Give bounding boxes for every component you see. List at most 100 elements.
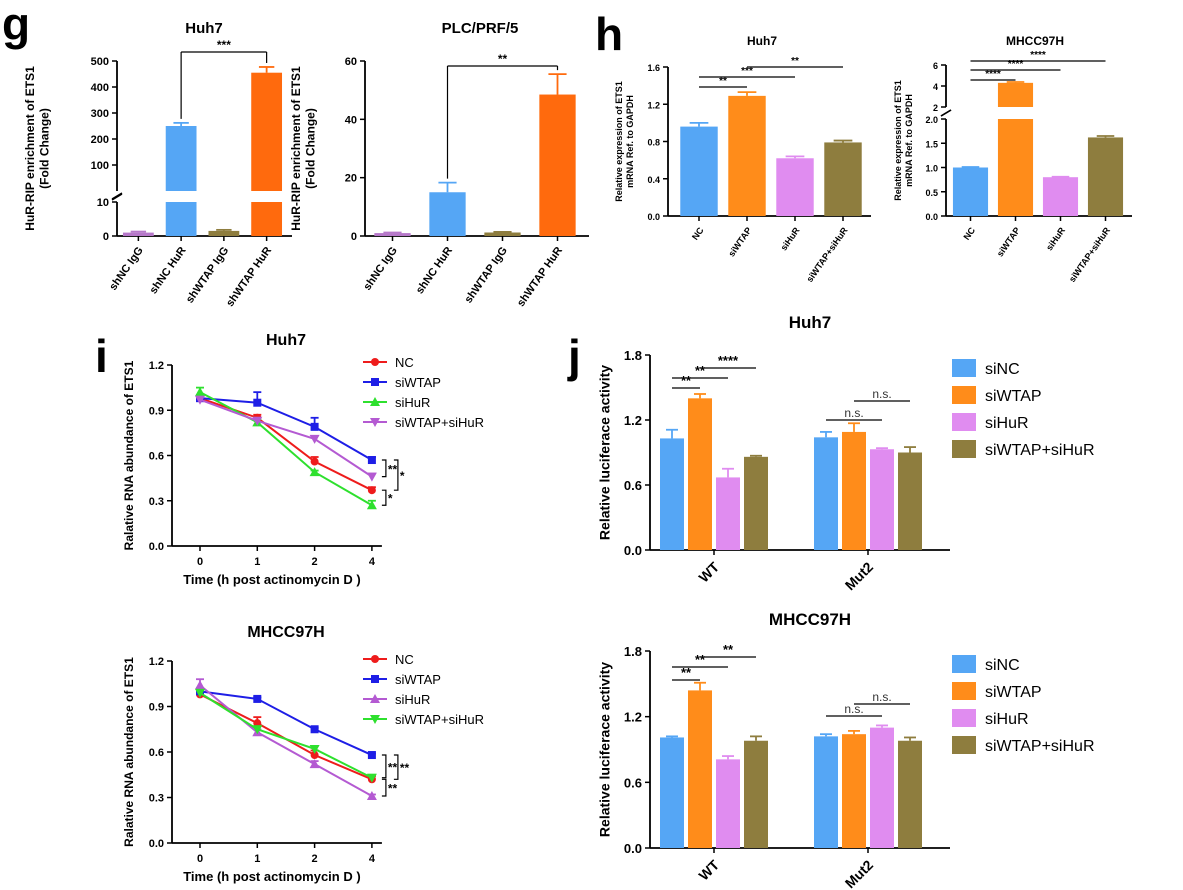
y-tick-label: 1.5 <box>925 139 938 149</box>
y-axis-label: Ralative RNA abundance of ETS1 <box>122 360 136 550</box>
legend-label: NC <box>395 355 414 370</box>
y-tick-label: 1.2 <box>624 710 642 725</box>
bar <box>898 740 922 848</box>
x-category-label: siWTAP <box>726 225 753 258</box>
chart-title: MHCC97H <box>1006 34 1064 48</box>
data-point <box>252 725 263 735</box>
bar <box>1042 177 1079 216</box>
y-tick-label: 1.8 <box>624 348 642 363</box>
bar <box>251 202 283 236</box>
chart-title: MHCC97H <box>769 610 851 629</box>
legend-label: siWTAP+siHuR <box>985 738 1095 755</box>
y-tick-label: 0.6 <box>624 775 642 790</box>
y-tick-label: 0.0 <box>925 212 938 222</box>
legend-label: siHuR <box>395 395 430 410</box>
y-axis-label: Relative expression of ETS1 <box>893 80 903 201</box>
bar <box>728 95 766 216</box>
legend-swatch <box>952 709 976 727</box>
y-tick-label: 20 <box>345 173 357 185</box>
series-line <box>199 397 373 461</box>
bar <box>898 452 922 550</box>
x-tick-label: 4 <box>369 556 376 568</box>
y-tick-label: 400 <box>91 82 109 94</box>
data-point <box>366 472 377 482</box>
chart-title: Huh7 <box>185 20 223 37</box>
bar <box>484 232 521 236</box>
significance-label: ** <box>400 761 410 775</box>
x-category-label: siWTAP+siHuR <box>804 225 850 284</box>
x-tick-label: 2 <box>312 853 318 865</box>
legend-label: siHuR <box>395 692 430 707</box>
series-line <box>199 684 373 797</box>
x-category-label: Mut2 <box>842 559 877 594</box>
y-tick-label: 0.0 <box>624 543 642 558</box>
x-tick-label: 2 <box>312 556 318 568</box>
y-tick-label: 1.2 <box>149 656 164 668</box>
data-point <box>310 751 319 760</box>
bar <box>165 126 197 191</box>
y-tick-label: 0 <box>351 231 357 243</box>
y-tick-label: 0.4 <box>647 175 660 185</box>
chart-i-mhcc97h: 0.00.30.60.91.20 1 2 4** ****NCsiWTAPsiHuRsi… <box>122 624 484 884</box>
significance-label: *** <box>217 38 231 52</box>
bar <box>251 72 283 191</box>
data-point <box>309 759 320 769</box>
bar <box>688 690 712 848</box>
data-point <box>309 467 320 477</box>
bar <box>870 727 894 848</box>
y-axis-label: HuR-RIP enrichment of ETS1 <box>289 66 303 231</box>
chart-title: PLC/PRF/5 <box>442 20 519 37</box>
y-tick-label: 300 <box>91 108 109 120</box>
legend-swatch <box>952 413 976 431</box>
x-category-label: NC <box>961 225 977 242</box>
series-line <box>199 398 373 478</box>
x-tick-label: 0 <box>197 556 203 568</box>
y-tick-label: 2.0 <box>925 115 938 125</box>
bar <box>870 449 894 550</box>
significance-label: **** <box>1008 59 1024 70</box>
data-point <box>371 378 379 386</box>
legend-label: siNC <box>985 361 1020 378</box>
bar <box>660 438 684 550</box>
significance-label: ** <box>719 76 727 87</box>
bar <box>997 82 1034 107</box>
panel-letter-h: h <box>595 8 623 60</box>
y-tick-label: 0.3 <box>149 496 164 508</box>
legend-label: siWTAP <box>395 672 441 687</box>
legend-swatch <box>952 682 976 700</box>
significance-label: n.s. <box>844 702 863 716</box>
significance-label: **** <box>1030 50 1046 61</box>
series-line <box>199 690 373 756</box>
x-category-label: siWTAP <box>995 225 1022 258</box>
bar <box>776 158 814 216</box>
legend-label: siWTAP+siHuR <box>395 415 484 430</box>
data-point <box>366 500 377 510</box>
x-category-label: siHuR <box>1044 225 1067 252</box>
y-tick-label: 0.3 <box>149 793 164 805</box>
y-tick-label: 0.8 <box>647 138 660 148</box>
significance-label: n.s. <box>844 406 863 420</box>
data-point <box>370 715 380 724</box>
x-category-label: shNC HuR <box>148 245 189 296</box>
y-tick-label: 1.0 <box>925 164 938 174</box>
x-category-label: shNC IgG <box>107 245 146 293</box>
y-tick-label: 0 <box>103 231 109 243</box>
panel-letter-j: j <box>567 330 581 382</box>
y-tick-label: 0.0 <box>624 841 642 856</box>
legend-swatch <box>952 736 976 754</box>
data-point <box>253 398 262 407</box>
bar <box>165 202 197 236</box>
series-line <box>199 391 373 507</box>
x-category-label: shWTAP IgG <box>463 245 510 306</box>
bar <box>208 230 240 236</box>
chart-title: Huh7 <box>789 313 832 332</box>
y-tick-label: 0.0 <box>149 838 164 850</box>
y-tick-label: 1.2 <box>624 413 642 428</box>
bar <box>716 477 740 550</box>
significance-label: **** <box>985 69 1001 80</box>
x-category-label: NC <box>690 225 706 242</box>
bar <box>997 119 1034 216</box>
data-point <box>195 387 205 397</box>
data-point <box>310 725 319 734</box>
